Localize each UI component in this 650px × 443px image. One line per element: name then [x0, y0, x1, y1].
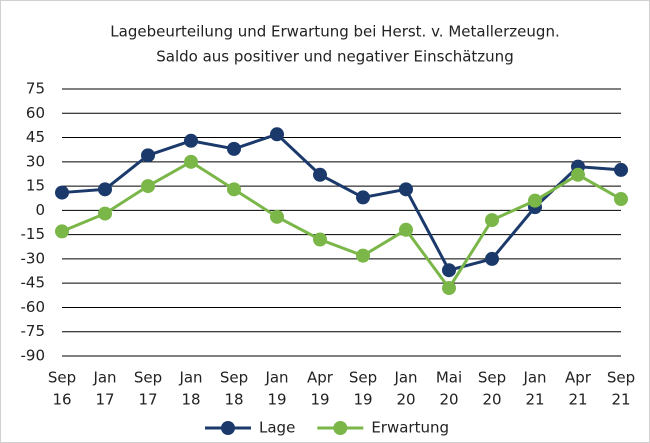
x-tick-label: 17: [138, 391, 157, 409]
x-tick-label: Jan: [522, 369, 546, 387]
x-tick-label: 18: [224, 391, 243, 409]
y-tick-label: -90: [21, 347, 46, 365]
point: [571, 167, 585, 182]
y-tick-label: -75: [21, 322, 46, 340]
x-tick-label: Sep: [220, 369, 248, 387]
x-tick-label: Jan: [178, 369, 202, 387]
x-tick-label: Sep: [478, 369, 506, 387]
point: [528, 193, 542, 208]
point: [614, 192, 628, 207]
x-tick-label: 21: [525, 391, 544, 409]
x-tick-label: 21: [568, 391, 587, 409]
chart-subtitle: Saldo aus positiver und negativer Einsch…: [156, 48, 513, 66]
point: [98, 206, 112, 221]
x-tick-label: Sep: [607, 369, 635, 387]
x-tick-label: 20: [439, 391, 458, 409]
legend-label: Lage: [259, 419, 295, 437]
y-tick-label: -30: [21, 249, 46, 267]
point: [313, 167, 327, 182]
point: [399, 222, 413, 237]
point: [356, 190, 370, 205]
point: [442, 263, 456, 278]
point: [399, 182, 413, 197]
series-line: [61, 160, 622, 291]
point: [55, 185, 69, 200]
x-tick-label: Apr: [565, 369, 592, 387]
point: [442, 281, 456, 296]
x-tick-label: Apr: [307, 369, 334, 387]
x-tick-label: 20: [396, 391, 415, 409]
point: [485, 213, 499, 228]
point: [184, 133, 198, 148]
point: [141, 179, 155, 194]
point: [270, 209, 284, 224]
chart-title: Lagebeurteilung und Erwartung bei Herst.…: [110, 23, 559, 41]
y-tick-label: -15: [21, 225, 46, 243]
x-tick-label: Sep: [48, 369, 76, 387]
x-tick-label: Jan: [264, 369, 288, 387]
x-tick-label: 19: [267, 391, 286, 409]
x-tick-label: 17: [95, 391, 114, 409]
y-tick-label: 60: [26, 104, 45, 122]
x-tick-label: 20: [482, 391, 501, 409]
point: [227, 141, 241, 156]
y-tick-label: -45: [21, 274, 46, 292]
point: [227, 182, 241, 197]
legend-marker: [221, 421, 235, 435]
series-line: [61, 132, 622, 272]
x-tick-label: 19: [310, 391, 329, 409]
x-tick-label: Mai: [436, 369, 462, 387]
x-tick-label: Jan: [92, 369, 116, 387]
legend-marker: [333, 421, 348, 435]
x-tick-label: Jan: [393, 369, 417, 387]
x-tick-label: Sep: [349, 369, 377, 387]
y-tick-label: 30: [26, 152, 45, 170]
point: [313, 232, 327, 247]
point: [356, 248, 370, 263]
point: [270, 127, 284, 142]
x-tick-label: 21: [611, 391, 630, 409]
point: [184, 154, 198, 169]
point: [55, 224, 69, 239]
y-tick-label: 45: [26, 128, 45, 146]
y-tick-label: 0: [35, 201, 45, 219]
y-tick-label: -60: [21, 298, 46, 316]
point: [485, 251, 499, 266]
x-tick-label: 16: [52, 391, 71, 409]
x-tick-label: 19: [353, 391, 372, 409]
legend-label: Erwartung: [371, 419, 449, 437]
point: [141, 148, 155, 163]
x-tick-label: Sep: [134, 369, 162, 387]
point: [98, 182, 112, 197]
y-tick-label: 15: [26, 177, 45, 195]
point: [614, 162, 628, 177]
y-tick-label: 75: [26, 80, 45, 98]
x-tick-label: 18: [181, 391, 200, 409]
